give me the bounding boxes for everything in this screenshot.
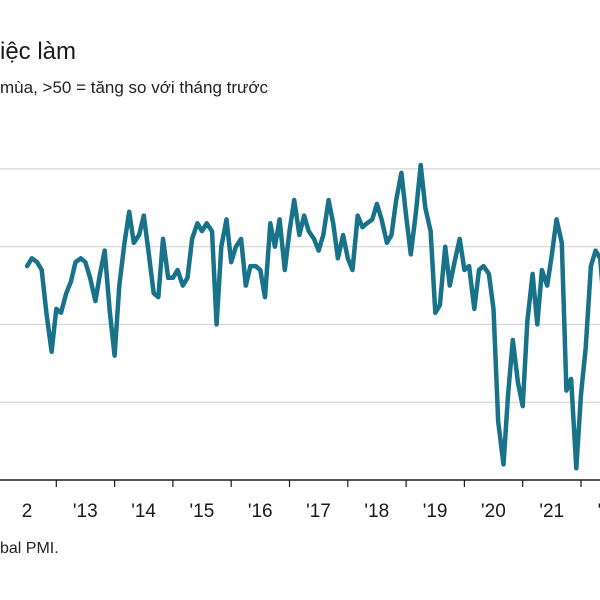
x-tick-label: '17	[306, 501, 331, 522]
x-tick-label: '19	[423, 501, 448, 522]
x-tick-label: '16	[248, 501, 273, 522]
x-tick-label: '22	[598, 501, 600, 522]
source-note: bal PMI.	[0, 540, 59, 557]
x-axis-tick-labels: 2 '13 '14 '15 '16 '17 '18 '19 '20 '21 '22	[22, 501, 600, 522]
x-tick-label: 2	[22, 501, 33, 522]
chart-title: iệc làm	[0, 38, 77, 65]
x-tick-label: '21	[539, 501, 564, 522]
gridlines	[0, 168, 600, 403]
x-tick-label: '18	[364, 501, 389, 522]
x-tick-label: '14	[131, 501, 156, 522]
x-tick-label: '13	[73, 501, 98, 522]
x-axis-ticks	[55, 480, 582, 487]
series-line	[24, 162, 600, 471]
x-tick-label: '15	[190, 501, 215, 522]
x-tick-label: '20	[481, 501, 506, 522]
chart-subtitle: mùa, >50 = tăng so với tháng trước	[0, 78, 269, 97]
